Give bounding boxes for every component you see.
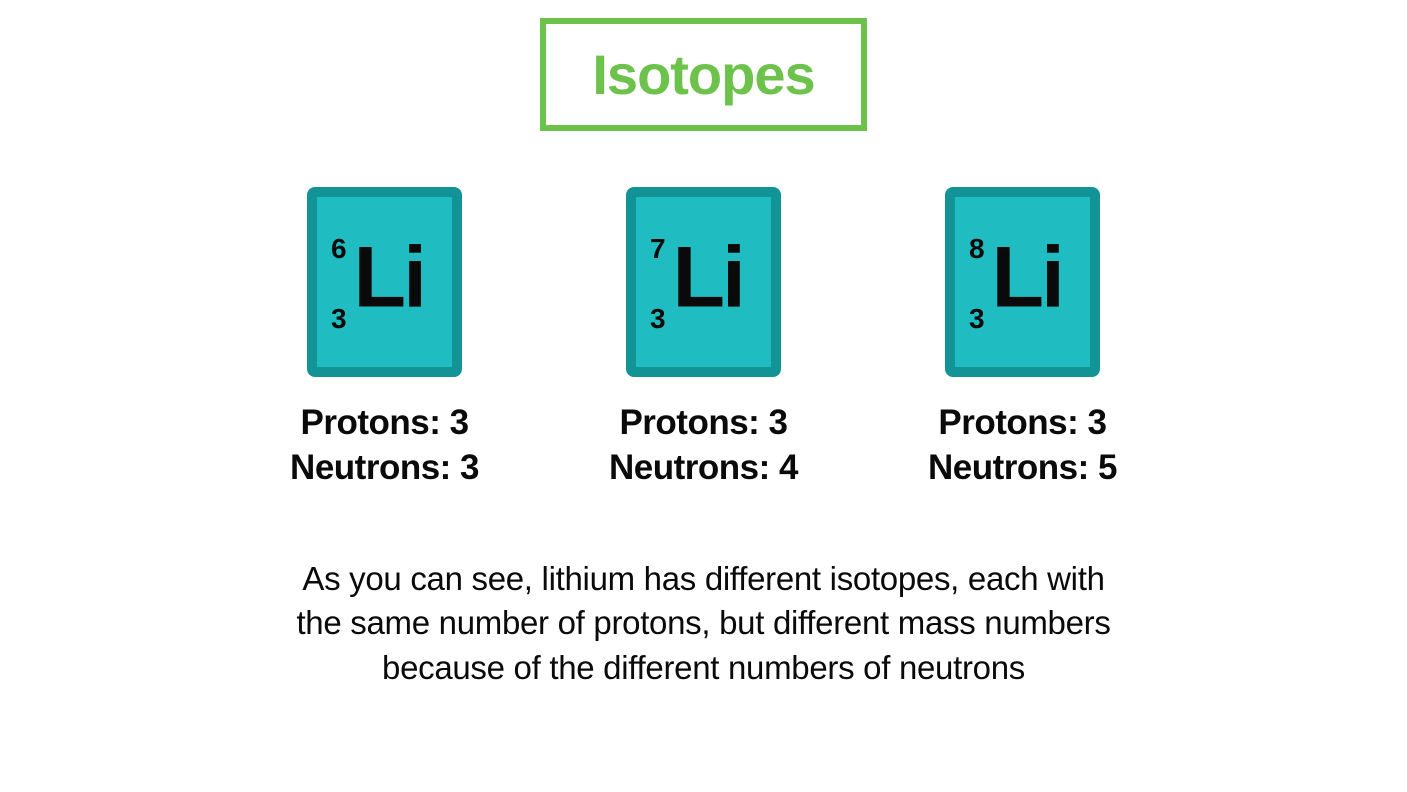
protons-count: Protons: 3 [290, 401, 479, 446]
isotope-column-0: 6 3 Li Protons: 3 Neutrons: 3 [290, 187, 479, 491]
isotopes-row: 6 3 Li Protons: 3 Neutrons: 3 7 3 Li Pro… [290, 187, 1117, 491]
neutrons-count: Neutrons: 3 [290, 446, 479, 491]
element-card-0: 6 3 Li [307, 187, 462, 377]
element-card-2: 8 3 Li [945, 187, 1100, 377]
element-symbol: Li [354, 229, 424, 328]
isotope-column-2: 8 3 Li Protons: 3 Neutrons: 5 [928, 187, 1117, 491]
atomic-number: 3 [969, 303, 985, 335]
mass-number: 7 [650, 233, 666, 265]
particle-counts: Protons: 3 Neutrons: 5 [928, 401, 1117, 491]
title-box: Isotopes [540, 18, 866, 131]
protons-count: Protons: 3 [928, 401, 1117, 446]
particle-counts: Protons: 3 Neutrons: 4 [609, 401, 798, 491]
page-title: Isotopes [592, 42, 814, 107]
atomic-number: 3 [331, 303, 347, 335]
neutrons-count: Neutrons: 4 [609, 446, 798, 491]
description-text: As you can see, lithium has different is… [294, 557, 1114, 692]
mass-number: 8 [969, 233, 985, 265]
particle-counts: Protons: 3 Neutrons: 3 [290, 401, 479, 491]
mass-number: 6 [331, 233, 347, 265]
isotope-column-1: 7 3 Li Protons: 3 Neutrons: 4 [609, 187, 798, 491]
element-card-1: 7 3 Li [626, 187, 781, 377]
element-symbol: Li [673, 229, 743, 328]
protons-count: Protons: 3 [609, 401, 798, 446]
element-symbol: Li [991, 229, 1061, 328]
neutrons-count: Neutrons: 5 [928, 446, 1117, 491]
atomic-number: 3 [650, 303, 666, 335]
